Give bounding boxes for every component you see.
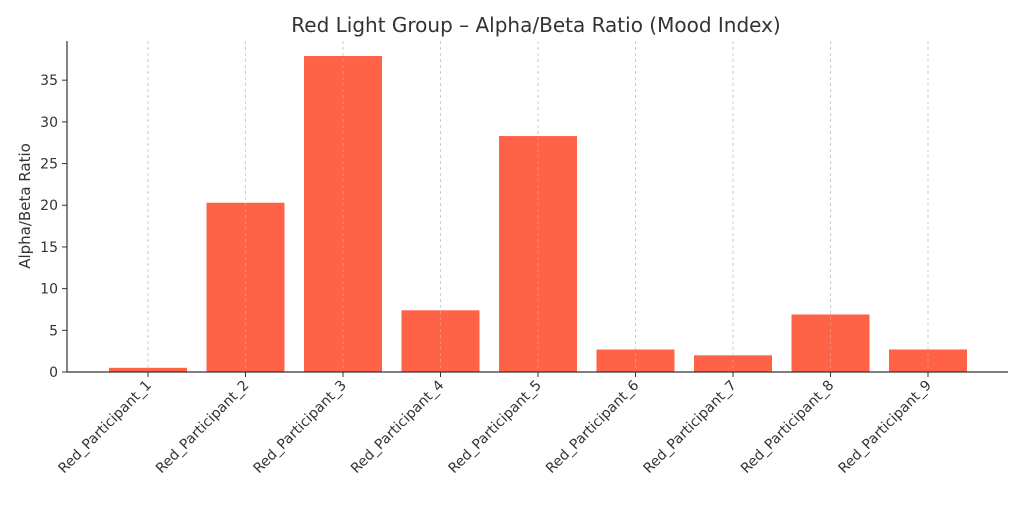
x-tick-label: Red_Participant_8 — [738, 378, 837, 477]
x-ticks: Red_Participant_1Red_Participant_2Red_Pa… — [56, 372, 935, 477]
y-tick-label: 30 — [40, 115, 58, 131]
bars — [109, 41, 967, 372]
x-tick-label: Red_Participant_4 — [348, 377, 447, 476]
x-tick-label: Red_Participant_6 — [543, 377, 642, 476]
x-tick-label: Red_Participant_2 — [153, 378, 252, 477]
x-tick-label: Red_Participant_1 — [56, 378, 155, 477]
x-tick-label: Red_Participant_3 — [251, 378, 350, 477]
bar-7 — [694, 355, 772, 372]
y-tick-label: 15 — [40, 240, 58, 256]
y-tick-label: 0 — [49, 365, 58, 381]
y-axis-label: Alpha/Beta Ratio — [16, 143, 34, 269]
y-tick-label: 10 — [40, 282, 58, 298]
x-tick-label: Red_Participant_7 — [641, 378, 740, 477]
y-tick-label: 25 — [40, 157, 58, 173]
y-tick-label: 20 — [40, 198, 58, 214]
bar-1 — [109, 367, 187, 372]
y-tick-label: 35 — [40, 73, 58, 89]
x-tick-label: Red_Participant_5 — [446, 378, 545, 477]
x-tick-label: Red_Participant_9 — [836, 378, 935, 477]
chart-title: Red Light Group – Alpha/Beta Ratio (Mood… — [291, 13, 780, 37]
y-tick-label: 5 — [49, 323, 58, 339]
y-ticks: 0 5 10 15 20 25 30 35 — [40, 73, 67, 381]
